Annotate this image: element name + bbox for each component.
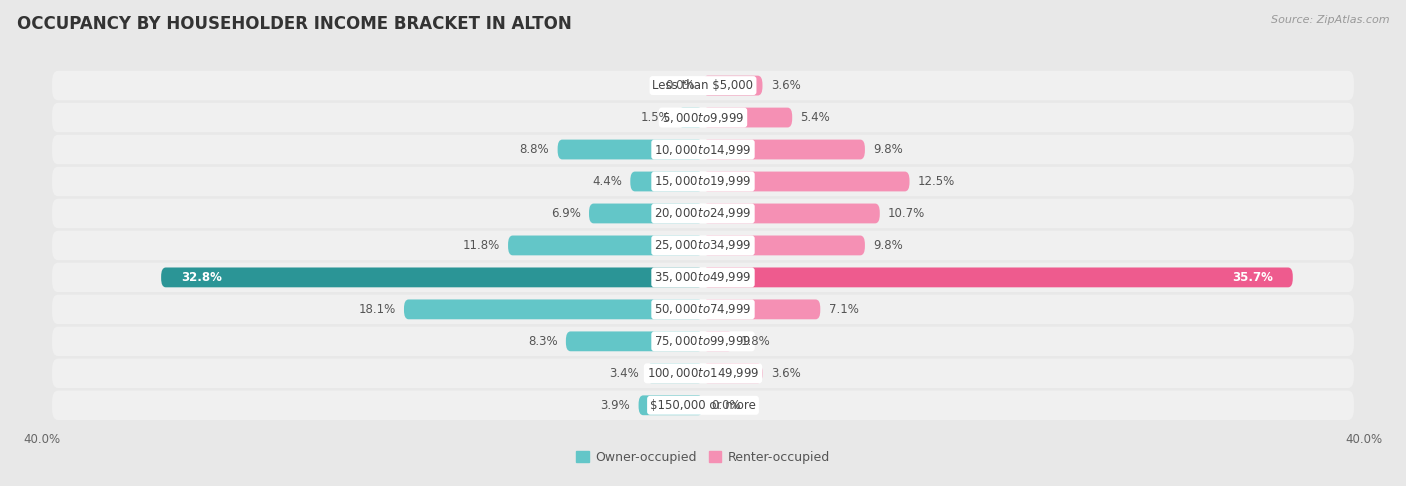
FancyBboxPatch shape xyxy=(52,71,1354,100)
Text: 7.1%: 7.1% xyxy=(828,303,859,316)
Text: Source: ZipAtlas.com: Source: ZipAtlas.com xyxy=(1271,15,1389,25)
FancyBboxPatch shape xyxy=(703,76,762,95)
Text: 11.8%: 11.8% xyxy=(463,239,499,252)
FancyBboxPatch shape xyxy=(52,135,1354,164)
Text: 32.8%: 32.8% xyxy=(181,271,222,284)
FancyBboxPatch shape xyxy=(703,172,910,191)
FancyBboxPatch shape xyxy=(162,267,703,287)
Text: $15,000 to $19,999: $15,000 to $19,999 xyxy=(654,174,752,189)
Text: 5.4%: 5.4% xyxy=(800,111,830,124)
FancyBboxPatch shape xyxy=(678,107,703,127)
Text: OCCUPANCY BY HOUSEHOLDER INCOME BRACKET IN ALTON: OCCUPANCY BY HOUSEHOLDER INCOME BRACKET … xyxy=(17,15,572,33)
FancyBboxPatch shape xyxy=(589,204,703,224)
FancyBboxPatch shape xyxy=(703,107,792,127)
Text: $20,000 to $24,999: $20,000 to $24,999 xyxy=(654,207,752,221)
FancyBboxPatch shape xyxy=(508,236,703,255)
Text: Less than $5,000: Less than $5,000 xyxy=(652,79,754,92)
Text: 10.7%: 10.7% xyxy=(889,207,925,220)
FancyBboxPatch shape xyxy=(703,236,865,255)
FancyBboxPatch shape xyxy=(703,331,733,351)
FancyBboxPatch shape xyxy=(565,331,703,351)
FancyBboxPatch shape xyxy=(52,327,1354,356)
Text: 9.8%: 9.8% xyxy=(873,239,903,252)
FancyBboxPatch shape xyxy=(52,231,1354,260)
FancyBboxPatch shape xyxy=(703,139,865,159)
FancyBboxPatch shape xyxy=(52,359,1354,388)
FancyBboxPatch shape xyxy=(630,172,703,191)
FancyBboxPatch shape xyxy=(703,204,880,224)
Text: 35.7%: 35.7% xyxy=(1232,271,1272,284)
FancyBboxPatch shape xyxy=(647,364,703,383)
Text: $75,000 to $99,999: $75,000 to $99,999 xyxy=(654,334,752,348)
FancyBboxPatch shape xyxy=(638,396,703,415)
Text: $50,000 to $74,999: $50,000 to $74,999 xyxy=(654,302,752,316)
FancyBboxPatch shape xyxy=(52,263,1354,292)
FancyBboxPatch shape xyxy=(52,167,1354,196)
Text: 9.8%: 9.8% xyxy=(873,143,903,156)
Text: 3.6%: 3.6% xyxy=(770,79,800,92)
Text: 12.5%: 12.5% xyxy=(918,175,955,188)
FancyBboxPatch shape xyxy=(703,267,1292,287)
Text: 0.0%: 0.0% xyxy=(665,79,695,92)
Text: $25,000 to $34,999: $25,000 to $34,999 xyxy=(654,239,752,252)
Text: 4.4%: 4.4% xyxy=(592,175,621,188)
Text: 3.6%: 3.6% xyxy=(770,367,800,380)
Text: 1.8%: 1.8% xyxy=(741,335,770,348)
FancyBboxPatch shape xyxy=(52,103,1354,132)
Text: 6.9%: 6.9% xyxy=(551,207,581,220)
Text: $100,000 to $149,999: $100,000 to $149,999 xyxy=(647,366,759,381)
Text: 18.1%: 18.1% xyxy=(359,303,395,316)
Text: $10,000 to $14,999: $10,000 to $14,999 xyxy=(654,142,752,156)
FancyBboxPatch shape xyxy=(52,391,1354,420)
Text: 3.9%: 3.9% xyxy=(600,399,630,412)
Legend: Owner-occupied, Renter-occupied: Owner-occupied, Renter-occupied xyxy=(571,446,835,469)
Text: $150,000 or more: $150,000 or more xyxy=(650,399,756,412)
Text: 3.4%: 3.4% xyxy=(609,367,638,380)
Text: 0.0%: 0.0% xyxy=(711,399,741,412)
FancyBboxPatch shape xyxy=(703,299,820,319)
FancyBboxPatch shape xyxy=(558,139,703,159)
Text: $35,000 to $49,999: $35,000 to $49,999 xyxy=(654,270,752,284)
FancyBboxPatch shape xyxy=(703,364,762,383)
FancyBboxPatch shape xyxy=(52,295,1354,324)
Text: $5,000 to $9,999: $5,000 to $9,999 xyxy=(662,110,744,124)
FancyBboxPatch shape xyxy=(52,199,1354,228)
Text: 1.5%: 1.5% xyxy=(640,111,669,124)
FancyBboxPatch shape xyxy=(404,299,703,319)
Text: 8.8%: 8.8% xyxy=(520,143,550,156)
Text: 8.3%: 8.3% xyxy=(529,335,558,348)
